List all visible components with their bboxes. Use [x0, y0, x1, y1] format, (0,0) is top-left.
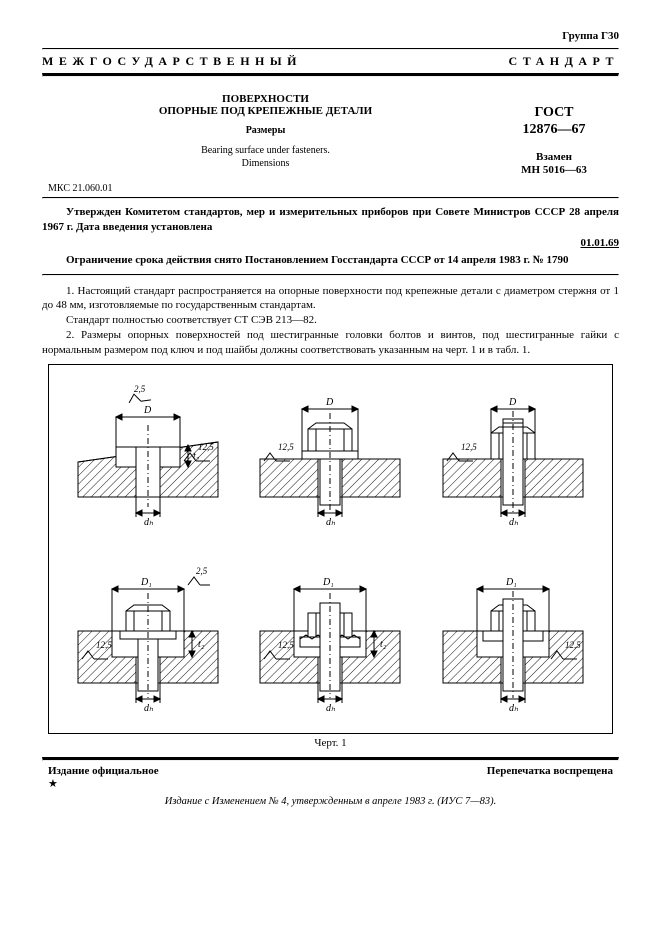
title-ru-2: ОПОРНЫЕ ПОД КРЕПЕЖНЫЕ ДЕТАЛИ: [52, 105, 479, 117]
footer-row: Издание официальное★ Перепечатка воспрещ…: [48, 765, 613, 790]
gost-label: ГОСТ: [534, 105, 573, 120]
label-dh: dₕ: [326, 517, 336, 527]
diagram-e: D₁ dₕ t₂ 12,5: [250, 553, 410, 713]
restriction-block: Ограничение срока действия снято Постано…: [42, 253, 619, 268]
label-dh: dₕ: [509, 703, 519, 713]
approved-block: Утвержден Комитетом стандартов, мер и из…: [42, 205, 619, 235]
label-dh: dₕ: [326, 703, 336, 713]
rule-mid-1: [42, 197, 619, 199]
label-t2: t₂: [198, 639, 205, 650]
diagram-b: D dₕ 12,5: [250, 367, 410, 527]
label-ra25: 2,5: [196, 566, 208, 576]
label-ra125: 12,5: [96, 640, 112, 650]
label-D: D: [508, 397, 517, 408]
rule-bottom-thick: [42, 757, 619, 761]
approved-text: Утвержден Комитетом стандартов, мер и из…: [42, 205, 619, 235]
label-ra25: 2,5: [134, 384, 146, 394]
gost-number: 12876—67: [523, 122, 586, 137]
label-D: D: [143, 405, 152, 416]
restriction-text: Ограничение срока действия снято Постано…: [42, 253, 619, 268]
figure-frame: D dₕ t₂ 2,5 12,5: [48, 364, 613, 734]
footer-right: Перепечатка воспрещена: [487, 765, 613, 790]
label-ra125: 12,5: [198, 442, 214, 452]
label-t2: t₂: [380, 639, 387, 650]
para-2: Стандарт полностью соответствует СТ СЭВ …: [42, 313, 619, 328]
vzamen-label: Взамен: [536, 151, 572, 163]
header-block: ПОВЕРХНОСТИ ОПОРНЫЕ ПОД КРЕПЕЖНЫЕ ДЕТАЛИ…: [42, 91, 619, 177]
title-en-1: Bearing surface under fasteners.: [52, 144, 479, 157]
label-ra125: 12,5: [565, 640, 581, 650]
diagram-c: D dₕ 12,5: [433, 367, 593, 527]
label-ra125: 12,5: [461, 442, 477, 452]
footer-left: Издание официальное★: [48, 765, 159, 790]
diagram-row-top: D dₕ t₂ 2,5 12,5: [49, 369, 612, 539]
diagram-d: D₁ dₕ t₂ 12,5 2,5: [68, 553, 228, 713]
title-ru-1: ПОВЕРХНОСТИ: [52, 93, 479, 105]
vzamen-block: Взамен МН 5016—63: [489, 151, 619, 177]
rule-mid-2: [42, 274, 619, 276]
header-left: ПОВЕРХНОСТИ ОПОРНЫЕ ПОД КРЕПЕЖНЫЕ ДЕТАЛИ…: [42, 91, 489, 177]
diagram-a: D dₕ t₂ 2,5 12,5: [68, 367, 228, 527]
diagram-row-bottom: D₁ dₕ t₂ 12,5 2,5: [49, 555, 612, 725]
label-dh: dₕ: [509, 517, 519, 527]
para-3: 2. Размеры опорных поверхностей под шест…: [42, 328, 619, 358]
label-D1: D₁: [505, 577, 517, 588]
label-dh: dₕ: [144, 517, 154, 527]
effective-date: 01.01.69: [42, 237, 619, 249]
label-ra125: 12,5: [278, 442, 294, 452]
figure-caption: Черт. 1: [42, 737, 619, 749]
diagram-f: D₁ dₕ 12,5: [433, 553, 593, 713]
gost-block: ГОСТ 12876—67: [489, 105, 619, 139]
para-1: 1. Настоящий стандарт распространяется н…: [42, 284, 619, 314]
title-en-2: Dimensions: [52, 157, 479, 170]
label-ra125: 12,5: [278, 640, 294, 650]
label-D: D: [325, 397, 334, 408]
group-label: Группа Г30: [42, 30, 619, 42]
footer-note: Издание с Изменением № 4, утвержденным в…: [42, 796, 619, 807]
body-block: 1. Настоящий стандарт распространяется н…: [42, 284, 619, 358]
document-page: Группа Г30 МЕЖГОСУДАРСТВЕННЫЙ СТАНДАРТ П…: [0, 0, 661, 936]
rule-top-thin: [42, 48, 619, 50]
subtitle-ru: Размеры: [52, 125, 479, 136]
header-right: ГОСТ 12876—67 Взамен МН 5016—63: [489, 91, 619, 177]
label-D1: D₁: [322, 577, 334, 588]
label-dh: dₕ: [144, 703, 154, 713]
label-D1: D₁: [140, 577, 152, 588]
mks-code: МКС 21.060.01: [48, 183, 619, 194]
standard-banner: МЕЖГОСУДАРСТВЕННЫЙ СТАНДАРТ: [42, 54, 619, 69]
rule-top-thick: [42, 73, 619, 77]
vzamen-number: МН 5016—63: [521, 164, 587, 176]
label-t2: t₂: [193, 451, 200, 462]
